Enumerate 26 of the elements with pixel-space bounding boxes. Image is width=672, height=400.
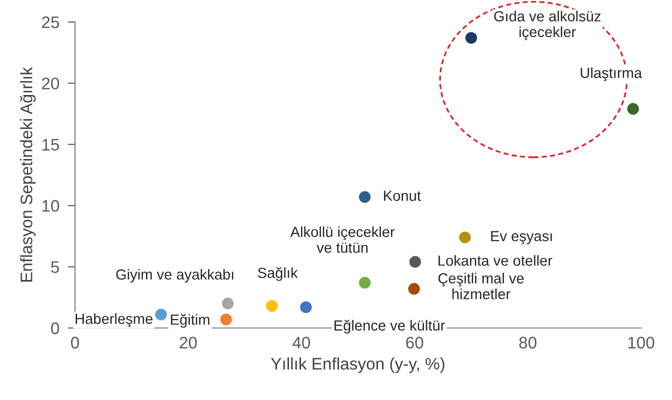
x-tick-label: 80 xyxy=(519,336,536,349)
annotation: Eğlence ve kültür xyxy=(334,320,445,334)
annotation: Gıda ve alkolsüz içecekler xyxy=(494,10,601,40)
y-tick-label: 10 xyxy=(42,200,60,212)
y-tick-label: 5 xyxy=(51,261,60,274)
annotation: Lokanta ve oteller xyxy=(438,255,552,266)
y-axis-title: Enflasyon Sepetindeki Ağırlık xyxy=(20,67,36,282)
annotation: Eğitim xyxy=(170,314,210,328)
y-tick-label: 15 xyxy=(42,138,60,151)
annotation: Ev eşyası xyxy=(491,231,552,244)
annotation: Ulaştırma xyxy=(580,67,642,82)
x-tick-label: 0 xyxy=(71,336,79,349)
x-tick-label: 60 xyxy=(406,336,424,349)
x-tick-label: 100 xyxy=(628,336,654,349)
x-tick-label: 20 xyxy=(180,336,197,349)
annotation: Haberleşme xyxy=(76,313,152,327)
annotation: Çeşitli mal ve hizmetler xyxy=(438,272,524,300)
annotation: Alkollü içecekler ve tütün xyxy=(290,226,395,253)
annotation: Sağlık xyxy=(258,267,298,281)
y-tick-label: 20 xyxy=(42,78,60,90)
annotation: Giyim ve ayakkabı xyxy=(116,268,234,283)
x-axis-title: Yıllık Enflasyon (y-y, %) xyxy=(271,357,444,373)
x-tick-label: 40 xyxy=(292,336,310,349)
y-tick-label: 25 xyxy=(42,16,60,28)
annotation: Konut xyxy=(384,190,421,201)
y-tick-label: 0 xyxy=(51,322,60,334)
